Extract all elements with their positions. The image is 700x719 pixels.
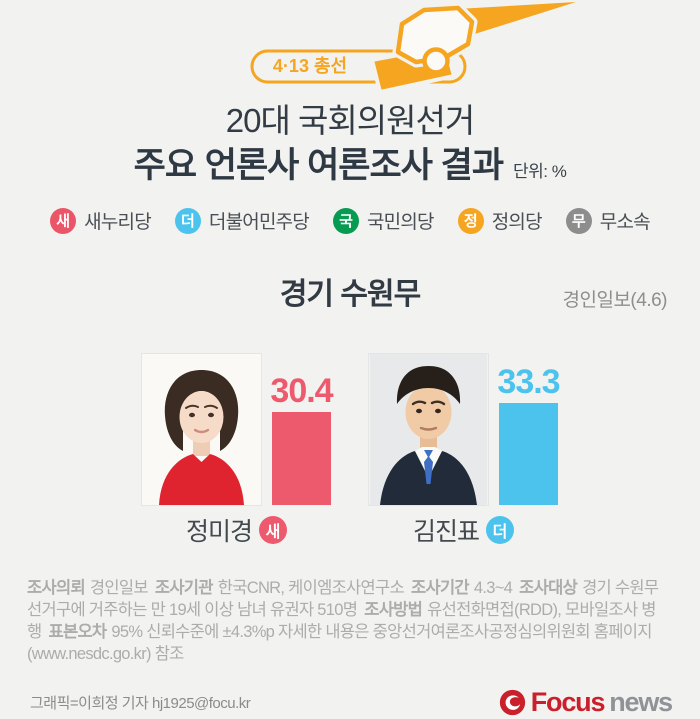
bottom-row: 그래픽=이희정 기자 hj1925@focu.kr Focus news xyxy=(0,689,700,716)
footnote-segment: 조사방법 유선전화면접(RDD), 모바일조사 병행 xyxy=(27,601,656,641)
legend-item-independent: 무 무소속 xyxy=(565,207,651,234)
party-circle-icon: 무 xyxy=(565,207,592,234)
poll-bar xyxy=(272,412,331,505)
banner-illustration: 4·13 총선 xyxy=(0,0,700,95)
party-circle-icon: 정 xyxy=(457,207,484,234)
footnote-segment: 조사기관 한국CNR, 케이엠조사연구소 xyxy=(154,579,405,597)
party-badge-icon: 새 xyxy=(259,516,287,544)
ballot-slot-pill xyxy=(250,49,467,84)
fingertip-icon xyxy=(422,47,450,75)
district-title: 경기 수원무 xyxy=(279,278,421,311)
candidate-card-kimjinpyo: 33.3 김진표 더 xyxy=(368,353,561,548)
footnote-segment: 조사기간 4.3~4 xyxy=(410,579,513,597)
party-circle-icon: 더 xyxy=(174,207,201,234)
party-badge-icon: 더 xyxy=(486,516,514,544)
footnote-segment: 조사의뢰 경인일보 xyxy=(27,579,149,597)
election-badge-label: 4·13 총선 xyxy=(273,56,347,76)
credit-line: 그래픽=이희정 기자 hj1925@focu.kr xyxy=(30,695,251,712)
legend-item-minjoo: 더 더불어민주당 xyxy=(174,207,310,234)
page-title-line1: 20대 국회의원선거 xyxy=(225,102,475,139)
party-circle-icon: 새 xyxy=(50,207,77,234)
party-name: 더불어민주당 xyxy=(208,212,310,233)
logo-word-focus: Focus xyxy=(530,687,606,717)
footnote-segment: 표본오차 95% 신뢰수준에 ±4.3%p 자세한 내용은 중앙선거여론조사공정심… xyxy=(27,623,652,663)
unit-label: 단위: % xyxy=(513,162,567,181)
candidate-name: 정미경 xyxy=(185,518,253,546)
section-head: 경기 수원무 경인일보(4.6) xyxy=(0,276,700,314)
poll-bar-chart: 30.4 정미경 새 xyxy=(0,353,700,548)
party-name: 새누리당 xyxy=(84,212,152,233)
bar-value: 33.3 xyxy=(497,363,560,401)
focusnews-logo: Focus news xyxy=(499,687,673,717)
party-name: 무소속 xyxy=(599,212,651,233)
title-block: 20대 국회의원선거 주요 언론사 여론조사 결과 단위: % xyxy=(0,101,700,187)
party-name: 국민의당 xyxy=(367,212,435,233)
footnote-segment: 조사대상 경기 수원무 선거구에 거주하는 만 19세 이상 남녀 유권자 510… xyxy=(27,579,659,619)
logo-word-news: news xyxy=(609,687,673,717)
source-label: 경인일보(4.6) xyxy=(562,290,668,311)
legend-item-saenuri: 새 새누리당 xyxy=(50,207,152,234)
logo-swirl-icon xyxy=(499,689,525,716)
poll-bar xyxy=(499,403,558,505)
candidate-name: 김진표 xyxy=(412,518,480,546)
legend-item-justice: 정 정의당 xyxy=(457,207,543,234)
legend-item-kukmin: 국 국민의당 xyxy=(333,207,435,234)
party-circle-icon: 국 xyxy=(333,207,359,234)
party-name: 정의당 xyxy=(491,212,543,233)
party-legend: 새 새누리당 더 더불어민주당 국 국민의당 정 정의당 무 무소속 xyxy=(0,207,700,234)
survey-footnote: 조사의뢰 경인일보 조사기관 한국CNR, 케이엠조사연구소 조사기간 4.3~4 조사대상… xyxy=(0,577,700,665)
candidate-photo xyxy=(141,353,262,506)
ballot-hand-graphic: 4·13 총선 xyxy=(250,2,576,95)
candidate-card-jeongmikyeong: 30.4 정미경 새 xyxy=(141,353,334,548)
page-title-line2: 주요 언론사 여론조사 결과 xyxy=(133,146,504,185)
bar-value: 30.4 xyxy=(270,372,333,410)
candidate-photo xyxy=(368,353,489,506)
